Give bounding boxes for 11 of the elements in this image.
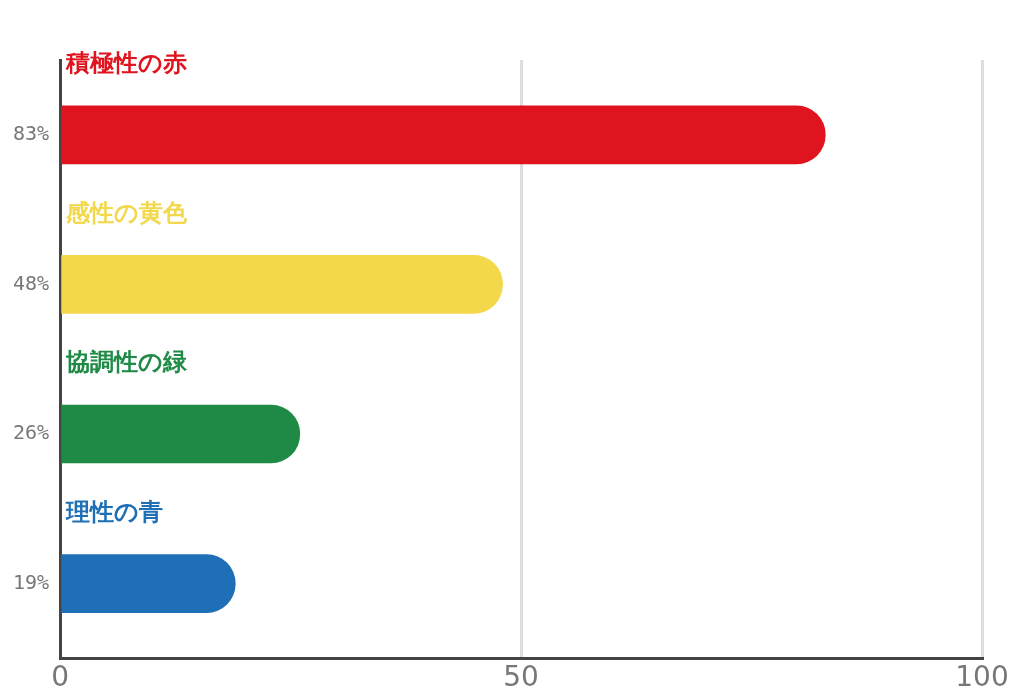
data-label: 83% [13,121,50,145]
data-label: 19% [13,569,50,594]
data-label: 48% [13,270,50,295]
y-tick-label: 理性の青 [65,497,164,526]
x-tick-label: 0 [51,660,70,694]
x-tick-label: 50 [503,660,539,694]
y-tick-label: 積極性の赤 [65,49,188,78]
y-tick-label: 感性の黄色 [65,198,189,227]
data-label: 26% [13,420,50,445]
y-tick-label: 協調性の緑 [65,348,189,377]
x-tick-label: 100 [955,660,1009,694]
